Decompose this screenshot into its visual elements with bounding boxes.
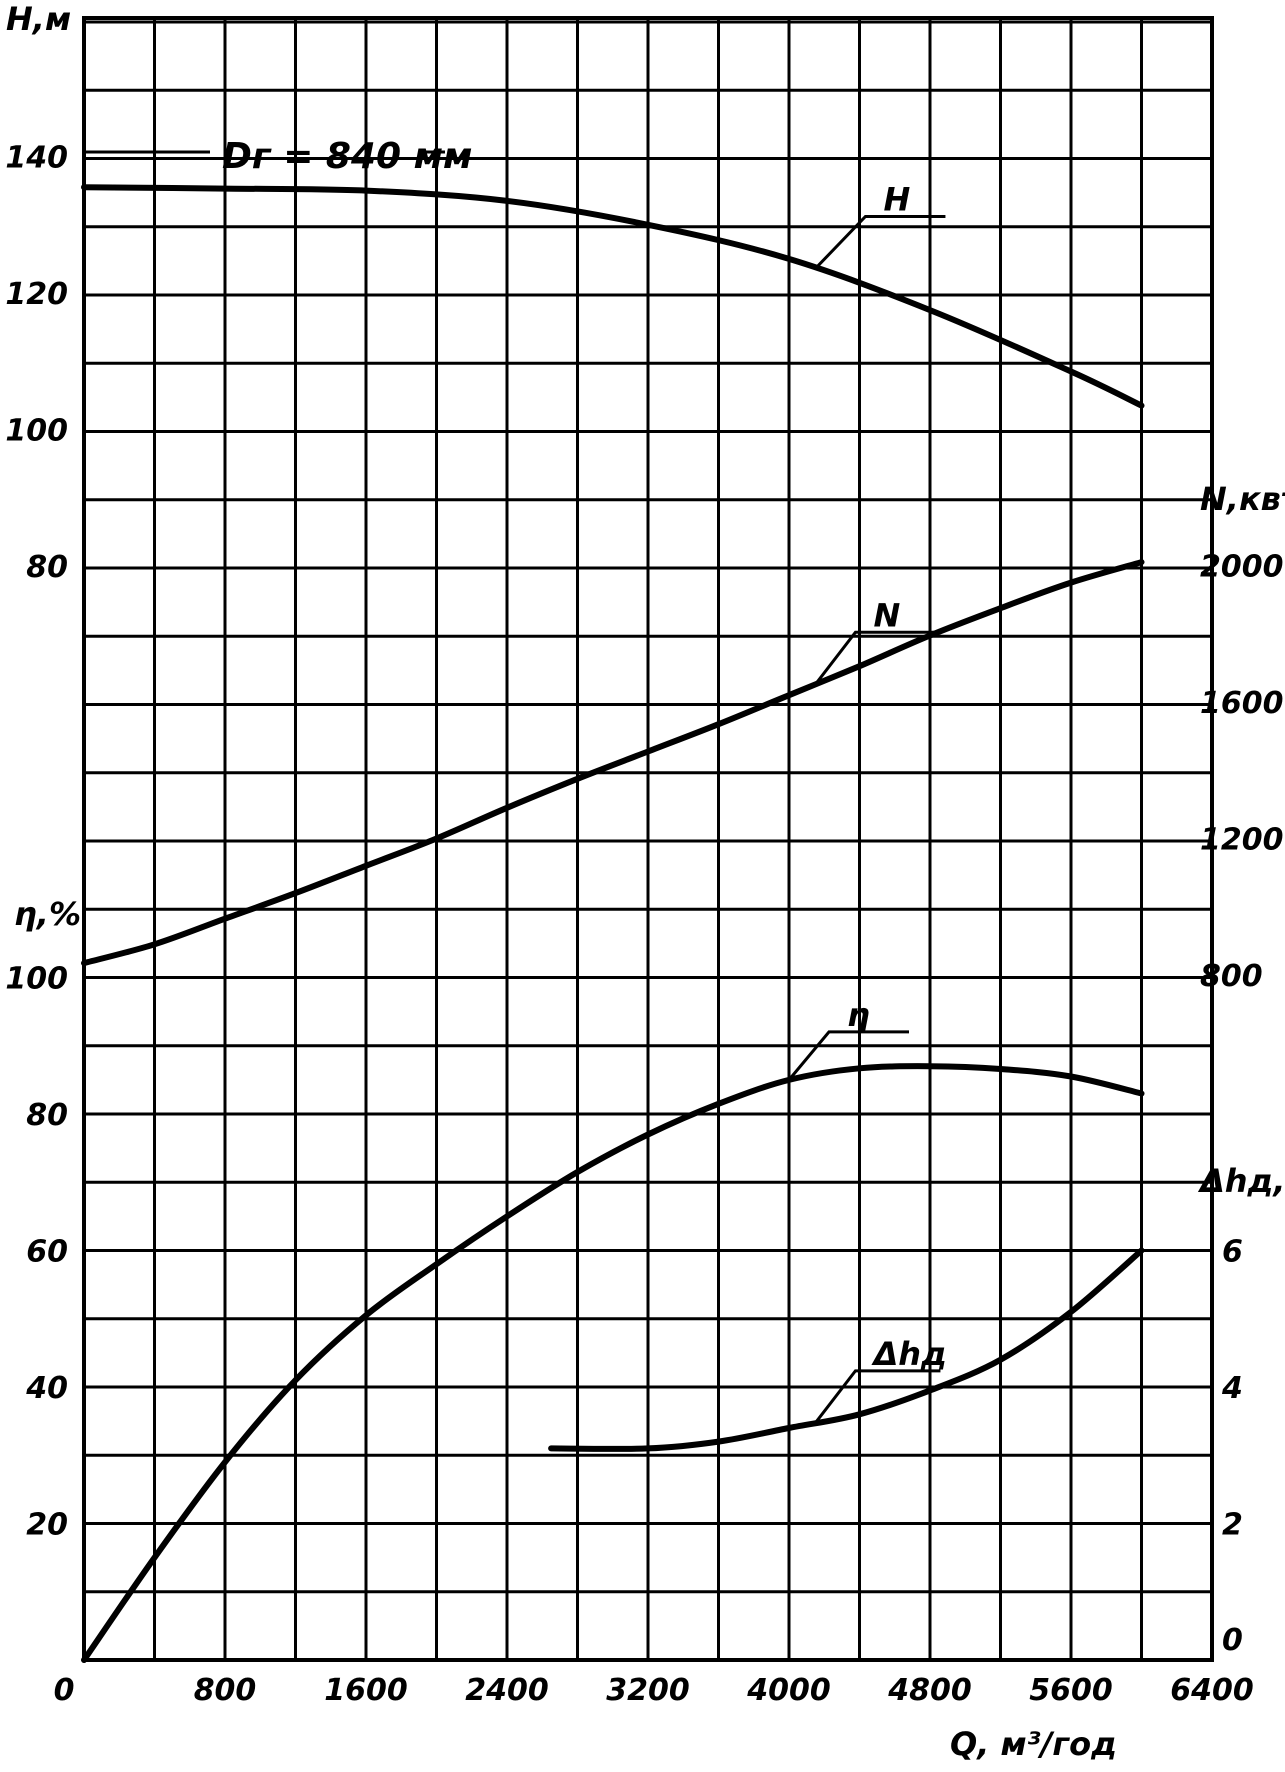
eta-tick-label: 20	[26, 1508, 68, 1543]
x-tick-label: 2400	[465, 1673, 549, 1708]
x-tick-label: 3200	[606, 1673, 690, 1708]
x-tick-label: 800	[194, 1673, 257, 1708]
h-tick-label: 140	[5, 141, 68, 176]
x-tick-label: 5600	[1029, 1673, 1113, 1708]
x-tick-label: 1600	[324, 1673, 408, 1708]
x-tick-label: 6400	[1170, 1673, 1254, 1708]
n-leader	[814, 630, 936, 686]
h-leader	[814, 214, 946, 270]
n-tick-label: 2000	[1200, 550, 1284, 585]
dh-tick-label: 2	[1222, 1508, 1243, 1543]
diameter-annotation: Dг = 840 мм	[84, 136, 472, 177]
n-axis-title: N,квт	[1200, 480, 1285, 518]
eta-axis-title: η,%	[14, 895, 81, 933]
plot-frame	[82, 16, 1214, 1662]
h-axis-title: H,м	[6, 0, 71, 38]
eta-tick-label: 100	[5, 962, 68, 997]
curves	[81, 184, 1145, 1663]
eta-series-label: η	[847, 996, 870, 1034]
n-tick-label: 1200	[1200, 823, 1284, 858]
dh-curve	[548, 1247, 1145, 1452]
eta-tick-label: 60	[26, 1235, 68, 1270]
diameter-label: Dг = 840 мм	[222, 136, 472, 177]
dh-tick-label: 6	[1222, 1235, 1243, 1270]
dh-leader	[814, 1369, 941, 1424]
h-curve	[81, 184, 1145, 409]
n-tick-label: 1600	[1200, 686, 1284, 721]
eta-tick-label: 80	[26, 1098, 68, 1133]
series-labels: H Nη Δhд	[787, 180, 947, 1424]
h-tick-label: 100	[5, 414, 68, 449]
x-axis-title: Q, м³/год	[950, 1725, 1117, 1763]
eta-leader	[787, 1030, 909, 1081]
eta-tick-label: 40	[25, 1371, 68, 1406]
grid	[82, 16, 1214, 1662]
x-tick-label: 0	[54, 1673, 75, 1708]
dh-tick-label: 0	[1222, 1623, 1243, 1658]
h-series-label: H	[883, 180, 910, 218]
dh-tick-label: 4	[1221, 1371, 1243, 1406]
dh-axis-title: Δhд,м	[1197, 1162, 1285, 1200]
h-tick-label: 80	[26, 550, 68, 585]
x-tick-label: 4800	[887, 1673, 972, 1708]
x-tick-label: 4000	[746, 1673, 831, 1708]
dh-series-label: Δhд	[870, 1335, 946, 1373]
ticks: 0 800 1600 2400 3200 4000 4800 5600 640080100120…	[5, 141, 1283, 1709]
h-tick-label: 120	[5, 277, 68, 312]
n-curve	[81, 559, 1145, 967]
n-series-label: N	[873, 596, 900, 634]
eta-curve	[81, 1063, 1145, 1663]
n-tick-label: 800	[1200, 959, 1263, 994]
